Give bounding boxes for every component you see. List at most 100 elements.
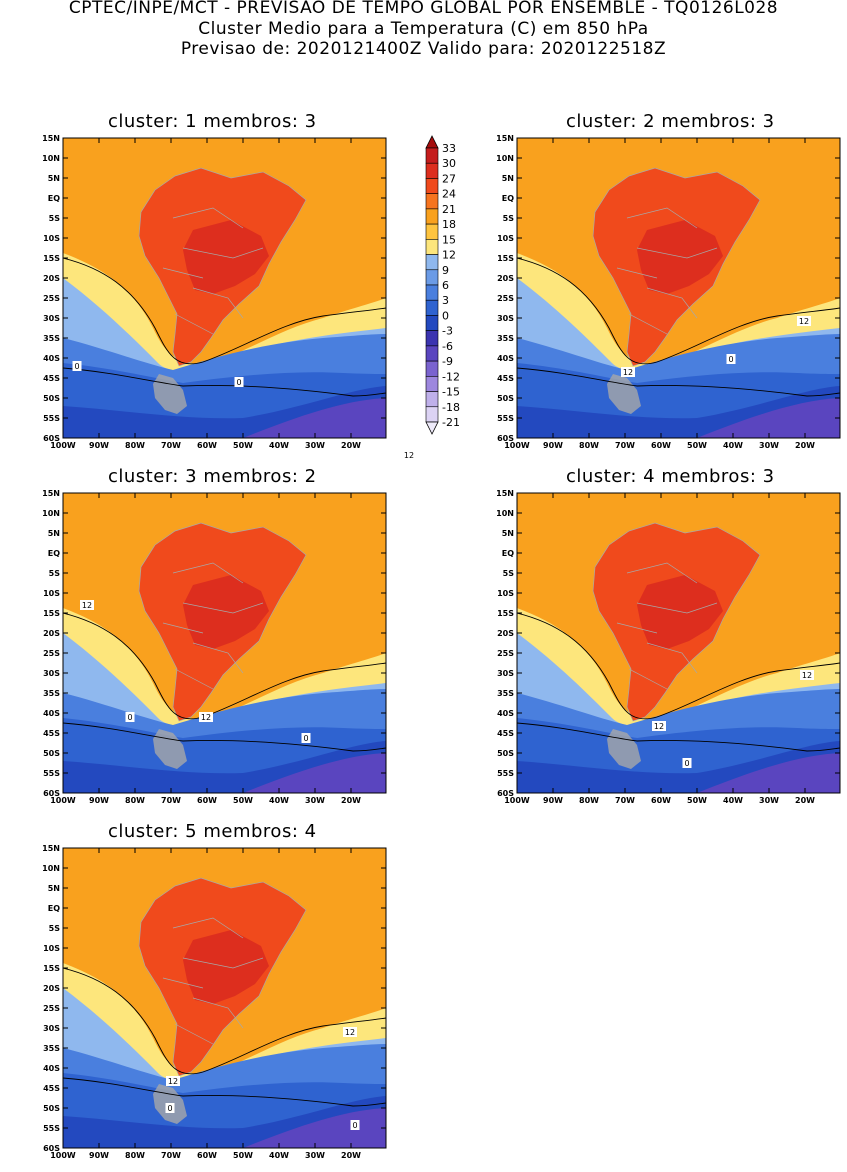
lon-tick-label: 90W	[89, 1151, 109, 1160]
lat-tick-label: 20S	[43, 984, 60, 993]
lat-tick-label: 55S	[43, 769, 60, 778]
isotherm-lines-4	[517, 612, 840, 752]
panel-title-2: cluster: 2 membros: 3	[566, 111, 775, 132]
panel-title-3: cluster: 3 membros: 2	[108, 466, 317, 487]
lat-tick-label: 55S	[497, 769, 514, 778]
svg-text:12: 12	[404, 451, 414, 460]
map-panel-3: 12 12 0 0 15N 10N 5N EQ 5S 10S 15S 20S 25S 30S 35S 40S 4…	[42, 489, 387, 805]
svg-text:0: 0	[303, 734, 308, 743]
colorbar-label: 15	[442, 233, 456, 246]
colorbar-swatch	[425, 284, 439, 301]
lat-tick-label: EQ	[502, 549, 514, 558]
contour-label: 12	[199, 712, 213, 722]
map-fill-1	[63, 138, 386, 438]
lat-tick-label: 25S	[43, 294, 60, 303]
colorbar-label: 30	[442, 157, 456, 170]
svg-text:0: 0	[352, 1121, 357, 1130]
map-panel-4: 12 12 0 15N 10N 5N EQ 5S 10S 15S 20S 25S 30S 35S 40S 45…	[496, 489, 841, 805]
contour-label: 12	[343, 1027, 357, 1037]
contour-label: 0	[726, 354, 736, 364]
lat-tick-label: 25S	[497, 294, 514, 303]
lon-tick-label: 80W	[125, 796, 145, 805]
lat-tick-label: 45S	[43, 374, 60, 383]
contour-label: 0	[350, 1120, 360, 1130]
header-dates: Previsao de: 2020121400Z Valido para: 20…	[180, 39, 667, 59]
map-frame	[62, 492, 387, 794]
lat-tick-label: 45S	[497, 729, 514, 738]
svg-text:0: 0	[684, 759, 689, 768]
lon-tick-label: 30W	[759, 796, 779, 805]
lat-tick-label: 5S	[503, 569, 515, 578]
lon-tick-label: 80W	[579, 441, 599, 450]
lon-tick-label: 40W	[269, 441, 289, 450]
lat-tick-label: 5S	[503, 214, 515, 223]
lon-tick-label: 50W	[687, 441, 707, 450]
lon-tick-label: 90W	[89, 441, 109, 450]
lon-tick-label: 70W	[161, 441, 181, 450]
colorbar-label: -9	[442, 355, 453, 368]
map-fill-5	[63, 848, 386, 1148]
lat-tick-label: 60S	[43, 789, 60, 798]
lat-tick-label: 15S	[43, 964, 60, 973]
contour-label: 0	[301, 733, 311, 743]
colorbar-label: -21	[442, 416, 460, 429]
panel-title-1: cluster: 1 membros: 3	[108, 111, 317, 132]
lat-tick-label: 10N	[42, 154, 60, 163]
svg-text:12: 12	[654, 722, 664, 731]
lon-tick-label: 60W	[197, 796, 217, 805]
svg-text:12: 12	[802, 671, 812, 680]
lat-tick-label: 55S	[43, 1124, 60, 1133]
map-frame	[62, 137, 387, 439]
colorbar-swatch	[425, 223, 439, 240]
lat-tick-label: 5S	[49, 214, 61, 223]
lon-tick-label: 80W	[125, 1151, 145, 1160]
panel-title-4: cluster: 4 membros: 3	[566, 466, 775, 487]
lat-tick-label: 10N	[42, 864, 60, 873]
lat-tick-label: 50S	[43, 749, 60, 758]
lon-tick-label: 60W	[197, 1151, 217, 1160]
lat-tick-label: 20S	[497, 629, 514, 638]
colorbar-label: 27	[442, 172, 456, 185]
lat-tick-label: 20S	[497, 274, 514, 283]
country-borders-1	[138, 167, 307, 367]
lat-tick-label: 25S	[497, 649, 514, 658]
map-frame	[516, 492, 841, 794]
lon-tick-label: 80W	[579, 796, 599, 805]
colorbar-label: -18	[442, 401, 460, 414]
colorbar-swatch	[425, 345, 439, 362]
lat-tick-label: 10S	[497, 234, 514, 243]
lon-tick-label: 80W	[125, 441, 145, 450]
lat-tick-label: 10S	[43, 944, 60, 953]
colorbar-label: 24	[442, 188, 456, 201]
colorbar-swatch	[425, 406, 439, 423]
lat-tick-label: 30S	[43, 314, 60, 323]
isotherm-lines-2	[517, 257, 840, 397]
lon-tick-label: 100W	[50, 796, 76, 805]
country-borders-2	[592, 167, 761, 367]
lat-tick-label: 15S	[43, 254, 60, 263]
header-subtitle: Cluster Medio para a Temperatura (C) em …	[198, 19, 649, 39]
colorbar-swatch	[425, 147, 439, 164]
map-fill-3	[63, 493, 386, 793]
lon-tick-label: 70W	[161, 796, 181, 805]
lat-tick-label: 35S	[43, 689, 60, 698]
lat-tick-label: 45S	[497, 374, 514, 383]
lat-tick-label: 45S	[43, 729, 60, 738]
contour-label: 0	[234, 377, 244, 387]
contour-label: 12	[80, 600, 94, 610]
lon-tick-label: 60W	[651, 796, 671, 805]
map-frame	[516, 137, 841, 439]
lat-tick-label: EQ	[48, 194, 60, 203]
lat-tick-label: 15S	[497, 609, 514, 618]
colorbar-label: 3	[442, 294, 449, 307]
lon-tick-label: 20W	[341, 796, 361, 805]
isotherm-lines-5	[63, 967, 386, 1107]
lat-tick-label: 15N	[42, 844, 60, 853]
lon-tick-label: 30W	[305, 441, 325, 450]
lat-tick-label: 50S	[43, 394, 60, 403]
lat-tick-label: 25S	[43, 1004, 60, 1013]
lon-tick-label: 20W	[795, 441, 815, 450]
colorbar-swatch	[425, 360, 439, 377]
svg-text:0: 0	[728, 355, 733, 364]
